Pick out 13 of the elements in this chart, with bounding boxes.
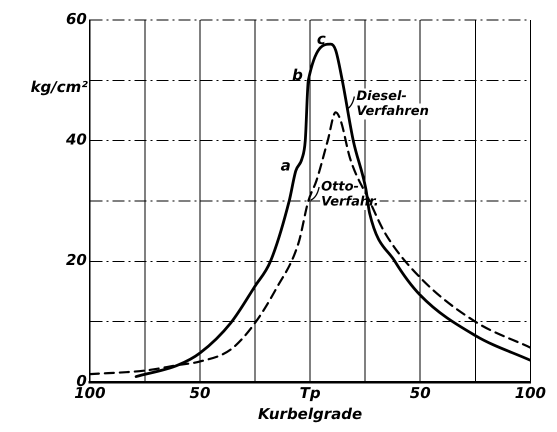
x-axis-title: Kurbelgrade <box>258 404 362 423</box>
annotation: a <box>280 156 291 175</box>
y-axis-title: kg/cm² <box>30 78 88 96</box>
annotation: c <box>316 30 326 48</box>
x-tick-label: 50 <box>410 384 431 402</box>
x-tick-label: Tp <box>300 384 321 402</box>
annotation: b <box>292 66 304 84</box>
y-tick-label: 40 <box>65 130 87 149</box>
annotation: Diesel-Verfahren <box>356 88 429 119</box>
y-tick-label: 20 <box>66 251 87 270</box>
x-tick-label: 100 <box>514 384 546 402</box>
y-tick-label: 60 <box>66 10 87 28</box>
x-tick-label: 50 <box>190 384 210 402</box>
